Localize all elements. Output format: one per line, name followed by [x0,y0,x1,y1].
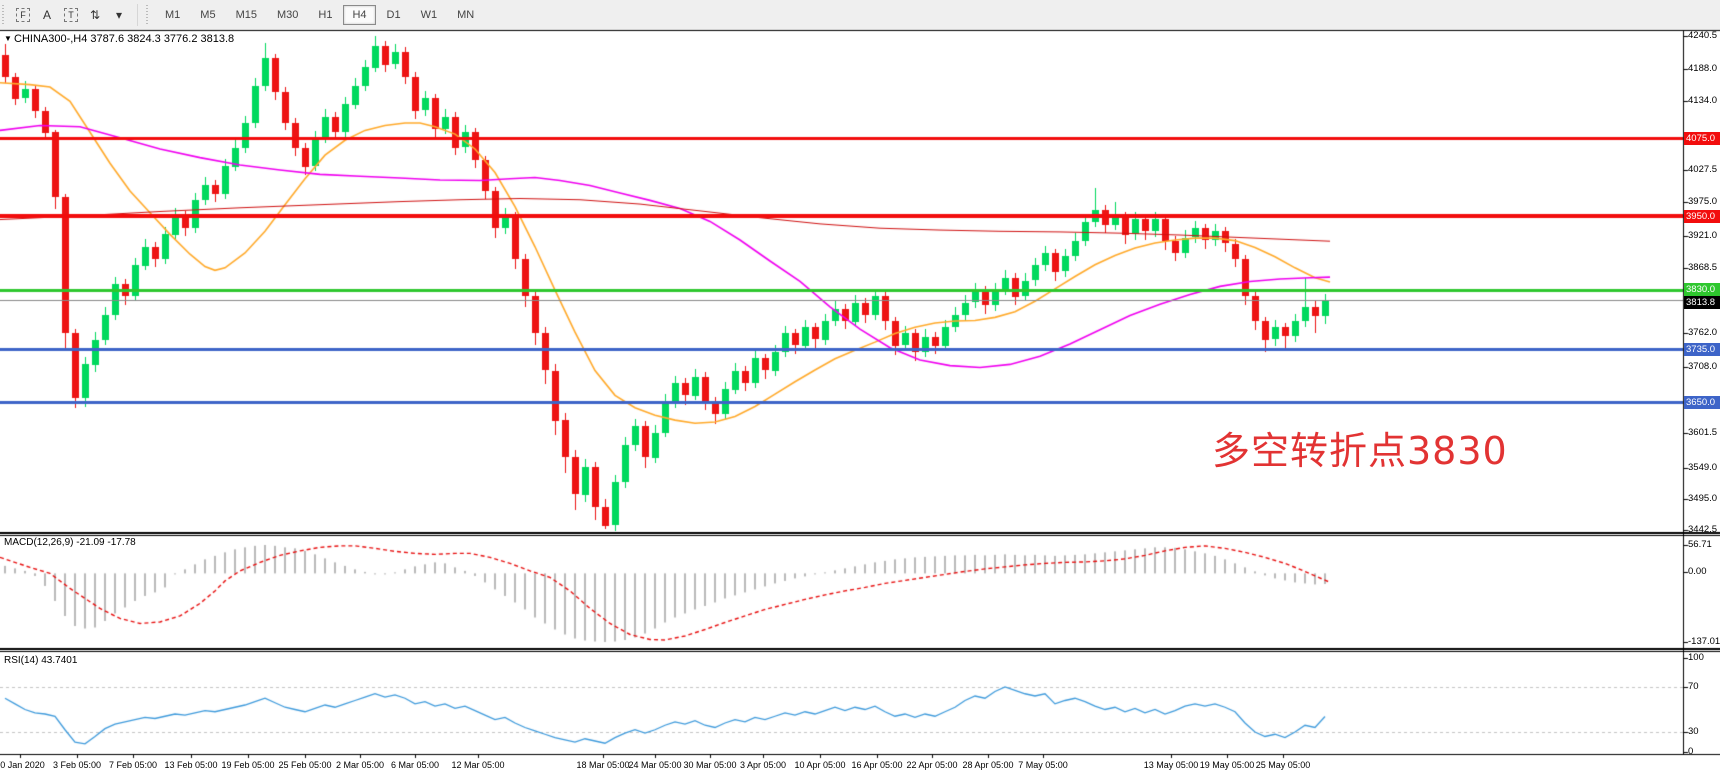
time-tick-label: 19 May 05:00 [1199,760,1255,770]
time-tick-label: 3 Feb 05:00 [52,760,102,770]
timeframe-button-mn[interactable]: MN [457,8,475,21]
time-tick-label: 24 Mar 05:00 [628,760,682,770]
time-tick-label: 7 May 05:00 [1018,760,1068,770]
timeframe-button-d1[interactable]: D1 [386,8,401,21]
toolbar: F A T ⇅ ▾ M1 M5 M15 M30 H1 H4 D1 W1 MN [0,0,1720,30]
chart-annotation-text: 多空转折点3830 [1212,429,1508,473]
macd-tick-label: 0.00 [1688,566,1707,577]
rsi-tick-label: 30 [1688,726,1699,737]
price-tick-label: 3762.0 [1688,327,1718,338]
chart-title: CHINA300-,H4 3787.6 3824.3 3776.2 3813.8 [14,33,235,45]
time-tick-label: 22 Apr 05:00 [906,760,958,770]
time-tick-label: 28 Apr 05:00 [962,760,1014,770]
price-tick-label: 3868.5 [1688,262,1718,273]
price-tick-label: 3601.5 [1688,427,1718,438]
price-tick-label: 3975.0 [1688,196,1718,207]
toolbar-grip[interactable] [2,4,7,25]
timeframe-button-m30[interactable]: M30 [276,8,299,21]
rsi-indicator-label: RSI(14) 43.7401 [4,655,78,666]
time-tick-label: 6 Mar 05:00 [390,760,440,770]
time-tick-label: 30 Mar 05:00 [683,760,737,770]
timeframe-button-w1[interactable]: W1 [420,8,438,21]
time-tick-label: 13 May 05:00 [1143,760,1199,770]
macd-indicator-label: MACD(12,26,9) -21.09 -17.78 [4,537,136,548]
time-tick-label: 25 Feb 05:00 [278,760,332,770]
price-level-badge: 3735.0 [1684,343,1720,356]
drawing-tools: F A T ⇅ ▾ [11,5,131,25]
time-tick-label: 12 Mar 05:00 [451,760,505,770]
chart-collapse-icon[interactable]: ▼ [4,34,12,43]
time-tick-label: 13 Feb 05:00 [164,760,218,770]
timeframe-button-h1[interactable]: H1 [318,8,333,21]
rsi-tick-label: 70 [1688,681,1699,692]
price-tick-label: 3442.5 [1688,524,1718,535]
time-tick-label: 2 Mar 05:00 [335,760,385,770]
price-level-badge: 3650.0 [1684,396,1720,409]
price-tick-label: 4027.5 [1688,164,1718,175]
price-tick-label: 3495.0 [1688,493,1718,504]
price-tick-label: 3921.0 [1688,230,1718,241]
price-tick-label: 4188.0 [1688,63,1718,74]
text-box-icon[interactable]: T [62,5,80,25]
price-level-badge: 3830.0 [1684,283,1720,296]
price-tick-label: 4134.0 [1688,95,1718,106]
snap-grid-f-icon[interactable]: F [14,5,32,25]
time-tick-label: 10 Apr 05:00 [794,760,846,770]
timeframe-button-m15[interactable]: M15 [235,8,257,21]
arrow-tools-icon[interactable]: ⇅ [89,7,101,22]
time-tick-label: 25 May 05:00 [1255,760,1311,770]
macd-tick-label: -137.01 [1688,636,1720,647]
timeframe-button-h4[interactable]: H4 [343,4,376,25]
macd-tick-label: 56.71 [1688,539,1712,550]
price-tick-label: 3708.0 [1688,361,1718,372]
time-tick-label: 16 Apr 05:00 [851,760,903,770]
time-tick-label: 18 Mar 05:00 [576,760,630,770]
timeframe-buttons: M1 M5 M15 M30 H1 H4 D1 W1 MN [155,4,484,25]
arrow-tools-caret-icon[interactable]: ▾ [115,7,123,22]
timeframe-button-m5[interactable]: M5 [200,8,216,21]
text-label-icon[interactable]: A [42,7,51,22]
price-tick-label: 4240.5 [1688,30,1718,41]
toolbar-separator [137,3,138,26]
timeframe-button-m1[interactable]: M1 [165,8,181,21]
toolbar-grip-2[interactable] [146,4,151,25]
time-tick-label: 7 Feb 05:00 [108,760,158,770]
price-level-badge: 4075.0 [1684,132,1720,145]
time-tick-label: 3 Apr 05:00 [739,760,787,770]
time-tick-label: 19 Feb 05:00 [221,760,275,770]
price-level-badge: 3950.0 [1684,210,1720,223]
rsi-tick-label: 0 [1688,746,1694,757]
price-tick-label: 3549.0 [1688,462,1718,473]
rsi-tick-label: 100 [1688,652,1704,663]
time-tick-label: 20 Jan 2020 [0,760,45,770]
price-level-badge: 3813.8 [1684,296,1720,309]
